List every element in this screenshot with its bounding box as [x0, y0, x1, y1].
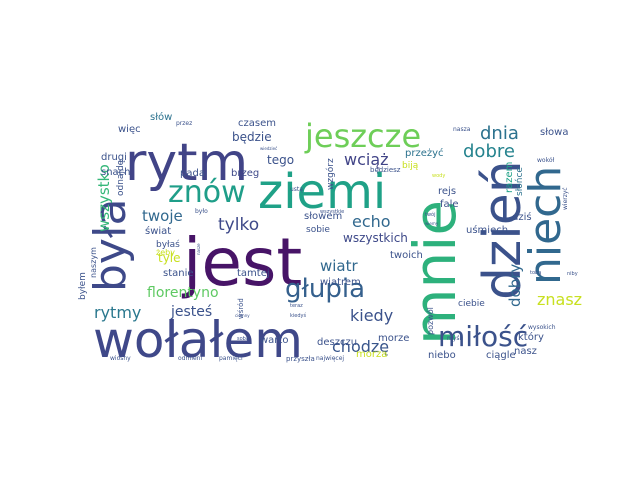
word-pamieci: pamięci [219, 355, 243, 362]
word-twoj: twój [425, 211, 436, 218]
word-razem: razem [504, 162, 515, 193]
word-rytmy: rytmy [94, 303, 141, 322]
word-teraz: teraz [290, 303, 303, 309]
word-znow: znów [168, 175, 246, 210]
word-wierzyc: wierzyć [562, 187, 569, 210]
word-tego: tego [267, 153, 294, 167]
word-czasem: czasem [238, 118, 276, 129]
word-florentyno: florentyno [147, 285, 219, 301]
word-bedziesz: będziesz [370, 166, 401, 174]
word-wiatr: wiatr [320, 257, 359, 275]
word-echo: echo [352, 212, 391, 231]
word-najwiecej: najwięcej [316, 355, 344, 362]
word-ciagle: ciągle [486, 350, 516, 361]
word-dnia: dnia [480, 123, 519, 144]
word-jeszcze: jeszcze [304, 117, 421, 155]
word-swiat: świat [145, 225, 171, 237]
word-tamtej: tamtej [237, 268, 270, 279]
word-wiemy: wiemy [425, 221, 439, 226]
word-twoje: twoje [142, 207, 183, 225]
word-nasze: nasze [196, 243, 201, 255]
word-wszystkich: wszystkich [343, 231, 408, 245]
word-bylo: było [195, 208, 208, 215]
word-rytm: rytm [125, 133, 248, 193]
word-wiatrem: wiatrem [320, 277, 361, 288]
word-niebo: niebo [428, 350, 456, 361]
word-jestes: jesteś [170, 304, 212, 320]
word-bedzie: będzie [232, 130, 272, 144]
word-ciemny: ciemny [235, 313, 250, 318]
word-morze: morze [378, 333, 409, 344]
word-naszym: naszym [89, 247, 98, 278]
word-deszczu: deszczu [317, 337, 357, 348]
word-twoich: twoich [390, 250, 423, 261]
word-wiec: więc [118, 124, 141, 135]
word-tylko: tylko [218, 215, 259, 235]
word-przyszla: przyszła [286, 355, 315, 363]
word-wszystko: wszystko [95, 164, 113, 232]
word-bylem: byłem [78, 272, 88, 300]
word-usmiech: uśmiech [466, 224, 508, 236]
word-morza: morza [356, 349, 387, 360]
word-dzien: dzień [473, 160, 533, 300]
word-wszystkie: wszystkie [320, 209, 344, 215]
word-odnajde: odnajdę [116, 159, 126, 196]
word-zeby: żeby [156, 248, 175, 257]
word-wolalem: wołałem [93, 311, 303, 369]
word-ciebie: ciebie [458, 299, 485, 309]
word-milosc: miłość [438, 320, 528, 353]
word-wzgorz: wzgórz [325, 158, 336, 190]
word-drugi: drugi [101, 152, 127, 163]
word-brzeg: brzeg [231, 168, 259, 179]
word-slow: słów [150, 111, 172, 123]
word-wiedziec: wiedzieć [260, 146, 277, 151]
word-przez: przez [176, 120, 192, 127]
word-znasz: znasz [537, 290, 582, 309]
word-usta: ustą [290, 186, 303, 193]
word-chodze: chodzę [332, 337, 389, 356]
word-jest: jest [181, 224, 302, 301]
word-dzis: dziś [512, 211, 532, 223]
word-soba: sobą [237, 336, 249, 342]
word-wody: wody [432, 173, 445, 179]
word-snach: snach [101, 167, 131, 178]
word-ktory: który [518, 331, 544, 343]
word-wysokich: wysokich [528, 324, 556, 331]
word-dobre: dobre [463, 141, 515, 162]
word-wiosny: wiosny [110, 355, 131, 362]
word-niech: niech [520, 166, 571, 285]
word-wciaz: wciąż [344, 150, 389, 169]
word-warto: warto [260, 335, 288, 346]
word-tyle: tyle [158, 251, 181, 265]
word-rejs: rejs [438, 186, 456, 197]
word-pada: pada [180, 168, 205, 179]
word-toba: tobą [530, 270, 541, 276]
word-niby: niby [567, 271, 578, 277]
word-dobry: dobry [506, 264, 524, 307]
word-bylas: byłaś [156, 239, 180, 250]
word-nasz: nasz [514, 346, 537, 357]
word-bija: biją [402, 161, 419, 171]
word-mnie: mnie [401, 200, 469, 345]
word-pozwol: pozwól [425, 307, 435, 335]
word-wokol: wokół [537, 157, 555, 164]
word-stanie: stanie [163, 268, 194, 279]
word-fale: fale [440, 199, 459, 210]
word-byla: była [85, 199, 136, 292]
word-kiedy: kiedy [350, 306, 393, 325]
word-slonce: słońce [515, 167, 525, 196]
word-wsrod: wśród [237, 298, 245, 319]
word-odmieni: odmieni [178, 355, 202, 362]
word-przezyc: przeżyć [405, 147, 444, 159]
word-sobie: sobie [306, 225, 330, 235]
word-ziemi: ziemi [258, 164, 386, 220]
word-mysli: myśli [447, 335, 463, 342]
word-slowa: słowa [540, 127, 568, 138]
word-glupia: głupia [285, 274, 365, 304]
word-kiedys: kiedyś [290, 312, 306, 319]
word-slowem: słowem [304, 211, 342, 222]
word-nasza: nasza [453, 126, 471, 133]
